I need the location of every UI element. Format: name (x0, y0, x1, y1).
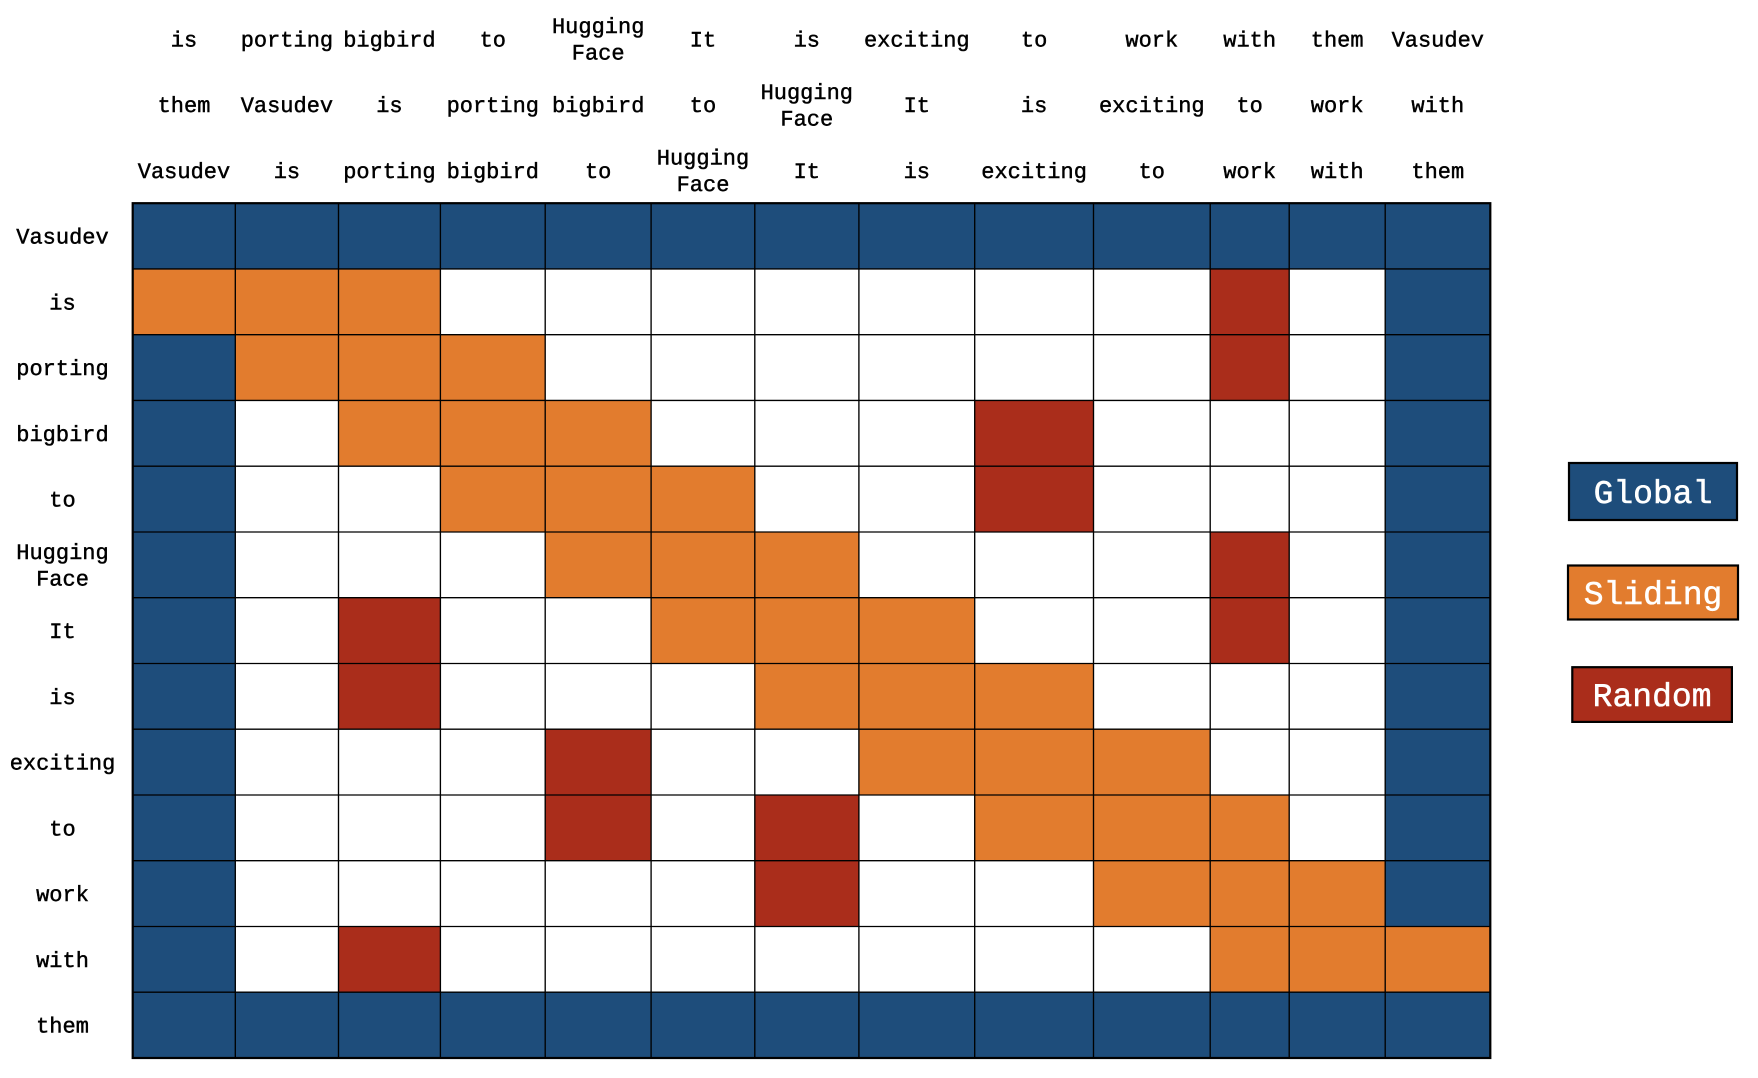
svg-text:Hugging: Hugging (16, 541, 108, 566)
svg-text:porting: porting (343, 160, 435, 185)
svg-text:Face: Face (36, 568, 89, 593)
svg-text:is: is (376, 94, 402, 119)
svg-text:exciting: exciting (1099, 94, 1205, 119)
svg-text:Face: Face (677, 173, 730, 198)
svg-text:to: to (585, 160, 611, 185)
svg-text:bigbird: bigbird (16, 423, 108, 448)
svg-text:exciting: exciting (981, 160, 1087, 185)
svg-text:It: It (904, 94, 930, 119)
svg-text:to: to (1236, 94, 1262, 119)
svg-text:Vasudev: Vasudev (138, 160, 230, 185)
svg-text:porting: porting (447, 94, 539, 119)
svg-text:Vasudev: Vasudev (241, 94, 333, 119)
svg-text:them: them (1411, 160, 1464, 185)
svg-text:work: work (1223, 160, 1276, 185)
svg-text:with: with (1411, 94, 1464, 119)
svg-text:porting: porting (16, 357, 108, 382)
svg-text:work: work (1311, 94, 1364, 119)
svg-text:Face: Face (572, 42, 625, 67)
svg-text:Vasudev: Vasudev (16, 226, 108, 251)
svg-text:work: work (1125, 28, 1178, 53)
svg-text:It: It (794, 160, 820, 185)
svg-text:with: with (1311, 160, 1364, 185)
svg-text:them: them (36, 1015, 89, 1040)
svg-text:porting: porting (241, 28, 333, 53)
svg-text:to: to (49, 489, 75, 514)
svg-text:to: to (480, 28, 506, 53)
svg-text:Sliding: Sliding (1584, 577, 1723, 614)
svg-text:is: is (274, 160, 300, 185)
svg-text:exciting: exciting (864, 28, 970, 53)
svg-text:bigbird: bigbird (552, 94, 644, 119)
svg-text:to: to (690, 94, 716, 119)
svg-text:to: to (1139, 160, 1165, 185)
svg-text:work: work (36, 883, 89, 908)
svg-text:them: them (158, 94, 211, 119)
svg-text:is: is (1021, 94, 1047, 119)
svg-text:Hugging: Hugging (657, 147, 749, 172)
svg-text:Random: Random (1593, 679, 1712, 716)
svg-text:is: is (794, 28, 820, 53)
svg-text:Global: Global (1594, 476, 1713, 513)
svg-text:Face: Face (780, 108, 833, 133)
svg-text:It: It (49, 620, 75, 645)
svg-text:Hugging: Hugging (552, 15, 644, 40)
svg-text:to: to (49, 817, 75, 842)
svg-text:bigbird: bigbird (447, 160, 539, 185)
svg-text:with: with (1223, 28, 1276, 53)
svg-text:them: them (1311, 28, 1364, 53)
svg-text:Hugging: Hugging (761, 81, 853, 106)
svg-text:is: is (904, 160, 930, 185)
svg-text:to: to (1021, 28, 1047, 53)
svg-text:Vasudev: Vasudev (1392, 28, 1484, 53)
svg-text:bigbird: bigbird (343, 28, 435, 53)
svg-text:is: is (49, 291, 75, 316)
svg-text:is: is (171, 28, 197, 53)
svg-text:It: It (690, 28, 716, 53)
svg-text:with: with (36, 949, 89, 974)
svg-text:exciting: exciting (10, 752, 116, 777)
svg-text:is: is (49, 686, 75, 711)
